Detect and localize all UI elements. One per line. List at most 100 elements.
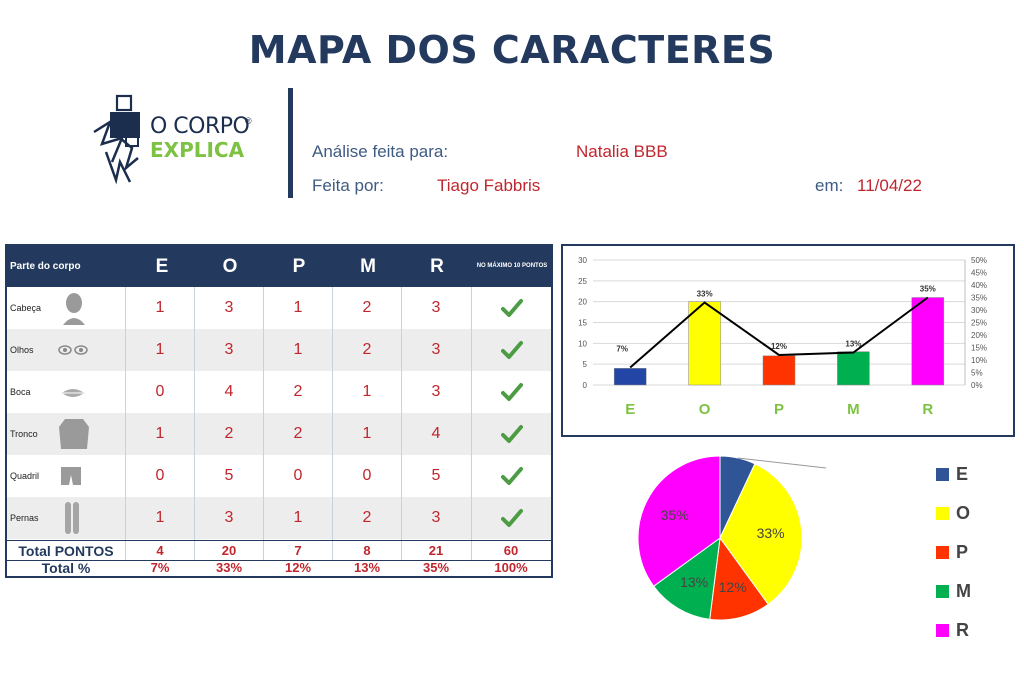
pie-slice-o [719,463,803,606]
y2-tick-label: 5% [971,369,983,378]
checkmark-icon [501,466,523,491]
table-row: Cabeça 1 3 1 2 3 [7,287,551,329]
logo: O CORPO ® EXPLICA [90,92,260,192]
percent-line [629,296,929,369]
row-value-r: 3 [431,509,441,526]
author-value: Tiago Fabbris [437,176,541,195]
header-col-e: E [155,256,169,277]
row-value-o: 2 [224,425,234,442]
col-divider [332,287,333,560]
y-tick-label: 25 [578,277,587,286]
row-value-m: 0 [362,467,372,484]
header-col-o: O [222,256,238,277]
row-value-p: 1 [293,299,303,316]
total-pct-m: 13% [353,560,381,575]
y2-tick-label: 10% [971,356,987,365]
table-row: Quadril 0 5 0 0 5 [7,455,551,497]
row-value-o: 3 [224,341,234,358]
table-row: Boca 0 4 2 1 3 [7,371,551,413]
logo-registered-mark: ® [245,116,252,126]
col-divider [194,287,195,560]
table-row: Tronco 1 2 2 1 4 [7,413,551,455]
y-tick-label: 15 [578,319,587,328]
data-label: 12% [771,342,787,351]
pie-slice-label: 33% [757,525,785,541]
legend-swatch [936,624,949,637]
x-category-label: M [847,401,860,418]
checkmark-icon [501,340,523,365]
row-value-o: 5 [224,467,234,484]
bar-p [762,355,796,386]
bar-e [613,368,647,386]
header-max-points: NO MÁXIMO 10 PONTOS [476,263,548,269]
page-title: MAPA DOS CARACTERES [248,28,776,72]
logo-text-bottom: EXPLICA [150,138,245,162]
data-label: 33% [697,290,713,299]
analysis-value: Natalia BBB [576,142,668,161]
score-table: Parte do corpo E O P M R NO MÁXIMO 10 PO… [5,244,553,578]
x-category-label: E [625,401,635,418]
eyes-icon [57,343,89,362]
total-pct-label: Total % [41,560,91,576]
col-divider [471,287,472,560]
row-value-m: 2 [362,341,372,358]
legend-label: O [956,503,971,523]
col-divider [401,287,402,560]
col-divider [125,287,126,560]
total-points-r: 21 [428,543,444,558]
row-value-o: 3 [224,509,234,526]
row-label: Pernas [10,513,39,523]
legend-swatch [936,546,949,559]
table-row: Olhos 1 3 1 2 3 [7,329,551,371]
pie-slice-m [652,536,721,620]
row-value-o: 3 [224,299,234,316]
pie-slice-label: 35% [661,507,689,523]
author-label: Feita por: [312,176,384,195]
header-col-m: M [360,256,376,277]
legend-label: P [956,542,969,562]
pie-chart: 33% 12% 13% 35% [637,455,827,621]
head-icon [61,291,87,330]
row-value-m: 2 [362,299,372,316]
y2-tick-label: 0% [971,381,983,390]
bar-r [911,297,945,386]
hip-icon [59,465,83,492]
pie-slice-r [637,455,721,587]
row-value-e: 1 [155,341,165,358]
bar-o [688,301,721,386]
checkmark-icon [501,508,523,533]
date-value: 11/04/22 [857,176,922,195]
total-pct-p: 12% [284,560,312,575]
legend-item-p: P [936,542,1016,562]
row-value-r: 5 [431,467,441,484]
y-tick-label: 20 [578,298,587,307]
y2-tick-label: 45% [971,269,987,278]
header-col-p: P [292,256,306,277]
total-pct-sum: 100% [494,560,528,575]
analysis-label: Análise feita para: [312,142,449,161]
row-value-e: 0 [155,467,165,484]
total-points-label: Total PONTOS [18,543,114,559]
legend-item-e: E [936,464,1016,484]
row-label: Cabeça [10,303,42,313]
row-value-e: 0 [155,383,165,400]
pie-slice-p [709,536,769,621]
row-value-e: 1 [155,425,165,442]
pie-slice-label: 12% [719,579,747,595]
data-label: 13% [845,340,861,349]
total-points-m: 8 [363,543,371,558]
row-value-p: 0 [293,467,303,484]
bar-line-chart-svg: 0 5 10 15 20 25 30 0% 5% 10% 15% 20% 25% 30% 35% 40% 45%… [578,256,987,418]
table-row: Pernas 1 3 1 2 3 [7,497,551,539]
date-label: em: [815,176,844,195]
total-pct-e: 7% [150,560,170,575]
row-label: Boca [10,387,31,397]
checkmark-icon [501,424,523,449]
total-points-o: 20 [221,543,237,558]
total-points-row: Total PONTOS 4 20 7 8 21 60 [7,541,551,561]
legs-icon [63,501,81,540]
col-divider [263,287,264,560]
x-category-label: O [699,401,711,418]
total-points-p: 7 [294,543,302,558]
row-value-e: 1 [155,509,165,526]
